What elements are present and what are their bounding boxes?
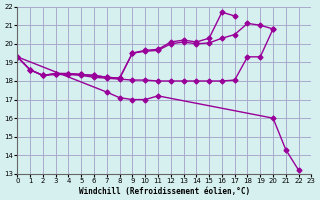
X-axis label: Windchill (Refroidissement éolien,°C): Windchill (Refroidissement éolien,°C) (79, 187, 250, 196)
